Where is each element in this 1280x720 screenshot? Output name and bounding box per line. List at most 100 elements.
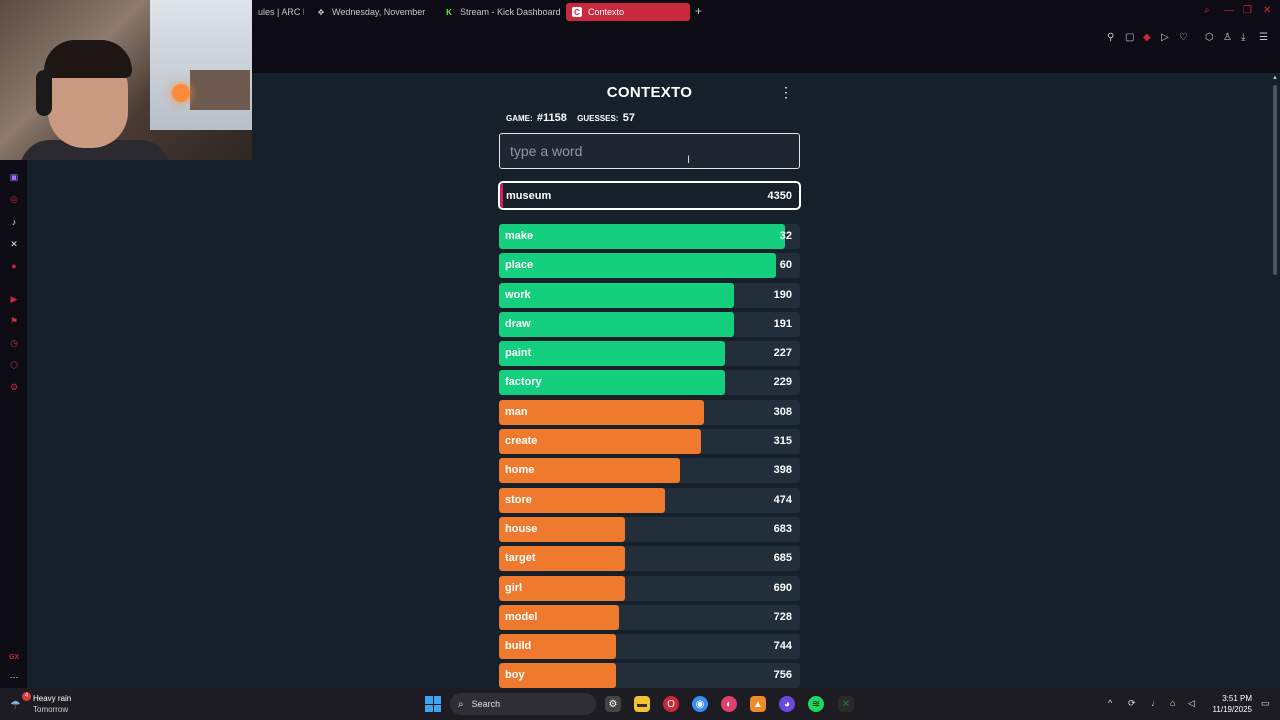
webcam-overlay [0, 0, 252, 160]
extensions-icon[interactable]: ⬡ [1205, 32, 1214, 43]
guess-row: girl 690 [499, 575, 800, 601]
kick-icon: K [446, 7, 452, 17]
kebab-menu-icon[interactable]: ⋮ [779, 84, 793, 100]
clock-time[interactable]: 3:51 PM [1222, 694, 1252, 703]
more-icon[interactable]: ⋯ [9, 671, 19, 682]
vlc-icon[interactable]: ▲ [750, 696, 766, 712]
tab-title: Stream - Kick Dashboard [460, 7, 560, 17]
scrollbar-thumb[interactable] [1273, 85, 1277, 275]
puzzle-icon: ✥ [317, 7, 325, 17]
media-app-icon[interactable]: ◐ [721, 696, 737, 712]
pin-icon[interactable]: ⚑ [9, 315, 19, 326]
file-explorer-icon[interactable]: ▬ [634, 696, 650, 712]
excel-icon[interactable]: ✕ [838, 696, 854, 712]
guess-distance: 229 [773, 376, 792, 389]
notification-icon[interactable]: ▭ [1261, 698, 1270, 708]
page-title: CONTEXTO [606, 84, 693, 101]
gx-logo[interactable]: GX [8, 653, 20, 661]
proximity-bar [499, 575, 626, 601]
guess-row: factory 229 [499, 370, 800, 396]
guess-row: build 744 [499, 634, 800, 660]
tab-wednesday[interactable]: ✥ Wednesday, November [310, 3, 430, 21]
weather-title[interactable]: Heavy rain [33, 694, 72, 703]
settings-app-icon[interactable]: ⚙ [605, 696, 621, 712]
play-icon[interactable]: ▷ [1161, 32, 1169, 43]
spotify-icon[interactable]: ≋ [808, 696, 824, 712]
guess-distance: 32 [779, 230, 792, 242]
chrome-icon[interactable]: ◉ [692, 696, 708, 712]
x-icon[interactable]: ✕ [10, 238, 18, 249]
guess-distance: 728 [773, 610, 792, 623]
proximity-bar [499, 546, 626, 572]
account-icon[interactable]: ♙ [1223, 32, 1232, 43]
windows-start-icon[interactable] [425, 696, 441, 712]
close-icon[interactable]: ✕ [1263, 5, 1272, 16]
game-label: GAME: [506, 114, 533, 123]
network-icon[interactable]: ⌂ [1170, 698, 1176, 708]
discord-icon[interactable]: ◕ [779, 696, 795, 712]
webcam-shelf [190, 70, 250, 110]
guess-row: target 685 [499, 546, 800, 572]
opera-gx-icon[interactable]: O [663, 696, 679, 712]
webcam-shirt [20, 140, 170, 160]
new-tab-button[interactable]: + [695, 4, 703, 18]
last-guess-word: museum [506, 190, 552, 202]
guess-row: store 474 [499, 487, 800, 513]
taskbar-search[interactable]: ⌕ Search [450, 693, 596, 715]
weather-icon[interactable]: ☂ [10, 698, 21, 712]
guess-word: factory [505, 376, 542, 389]
download-icon[interactable]: ⤓ [1241, 32, 1246, 43]
guess-distance: 690 [773, 581, 792, 594]
word-input[interactable] [499, 133, 800, 169]
microphone-icon[interactable]: ♩ [1151, 698, 1160, 708]
tiktok-icon[interactable]: ♪ [11, 217, 17, 227]
search-icon[interactable]: ⌕ [1204, 5, 1210, 16]
tray-chevron-icon[interactable]: ^ [1108, 698, 1113, 708]
tab-title: Contexto [588, 7, 625, 17]
clock-date[interactable]: 11/19/2025 [1212, 705, 1252, 714]
guess-row: make 32 [499, 224, 800, 249]
proximity-bar [499, 516, 626, 542]
last-guess-distance: 4350 [767, 190, 792, 202]
weather-badge: 4 [22, 692, 31, 701]
guess-word: work [505, 288, 531, 301]
text-cursor-icon: I [687, 154, 691, 166]
guess-distance: 685 [773, 552, 792, 565]
snapshot-icon[interactable]: ▢ [1125, 32, 1135, 43]
search-icon: ⌕ [458, 698, 464, 710]
instagram-icon[interactable]: ◎ [10, 193, 18, 204]
page-scrollbar[interactable]: ▲ [1270, 73, 1280, 688]
tab-title: ules | ARC R [258, 7, 304, 17]
guess-row: house 683 [499, 516, 800, 542]
proximity-bar [499, 253, 776, 279]
maximize-icon[interactable]: ❐ [1243, 5, 1252, 16]
extensions-icon[interactable]: ⬡ [10, 359, 18, 370]
guess-word: home [505, 464, 535, 477]
minimize-icon[interactable]: — [1224, 5, 1234, 16]
guess-row: home 398 [499, 458, 800, 484]
guess-distance: 227 [773, 347, 792, 360]
guess-word: build [505, 640, 532, 653]
scroll-up-icon[interactable]: ▲ [1272, 75, 1278, 81]
shield-icon[interactable]: ◆ [1143, 32, 1151, 43]
guess-word: store [505, 493, 532, 506]
proximity-bar [499, 224, 785, 249]
messenger-icon[interactable]: ● [11, 261, 17, 271]
menu-icon[interactable]: ☰ [1259, 32, 1268, 43]
pin-icon[interactable]: ⚲ [1107, 32, 1115, 43]
tab-arc[interactable]: ules | ARC R [252, 3, 304, 21]
sync-icon[interactable]: ⟳ [1128, 698, 1136, 708]
twitch-icon[interactable]: ▣ [9, 171, 19, 182]
player-icon[interactable]: ▶ [10, 293, 18, 304]
windows-taskbar: ☂ 4 Heavy rain Tomorrow ⌕ Search ⚙ ▬ O ◉… [0, 688, 1280, 720]
guess-list: make 32 place 60 work 190 draw 191 paint 227 facto… [499, 224, 800, 693]
settings-icon[interactable]: ⚙ [9, 381, 19, 392]
webcam-hair [44, 40, 132, 78]
volume-icon[interactable]: ◁ [1188, 698, 1195, 708]
tab-contexto[interactable]: C Contexto [566, 3, 690, 21]
history-icon[interactable]: ◷ [10, 337, 18, 348]
guess-word: place [505, 259, 534, 272]
guess-word: paint [505, 347, 532, 360]
heart-icon[interactable]: ♡ [1179, 32, 1188, 43]
tab-kick-dashboard[interactable]: K Stream - Kick Dashboard [438, 3, 560, 21]
